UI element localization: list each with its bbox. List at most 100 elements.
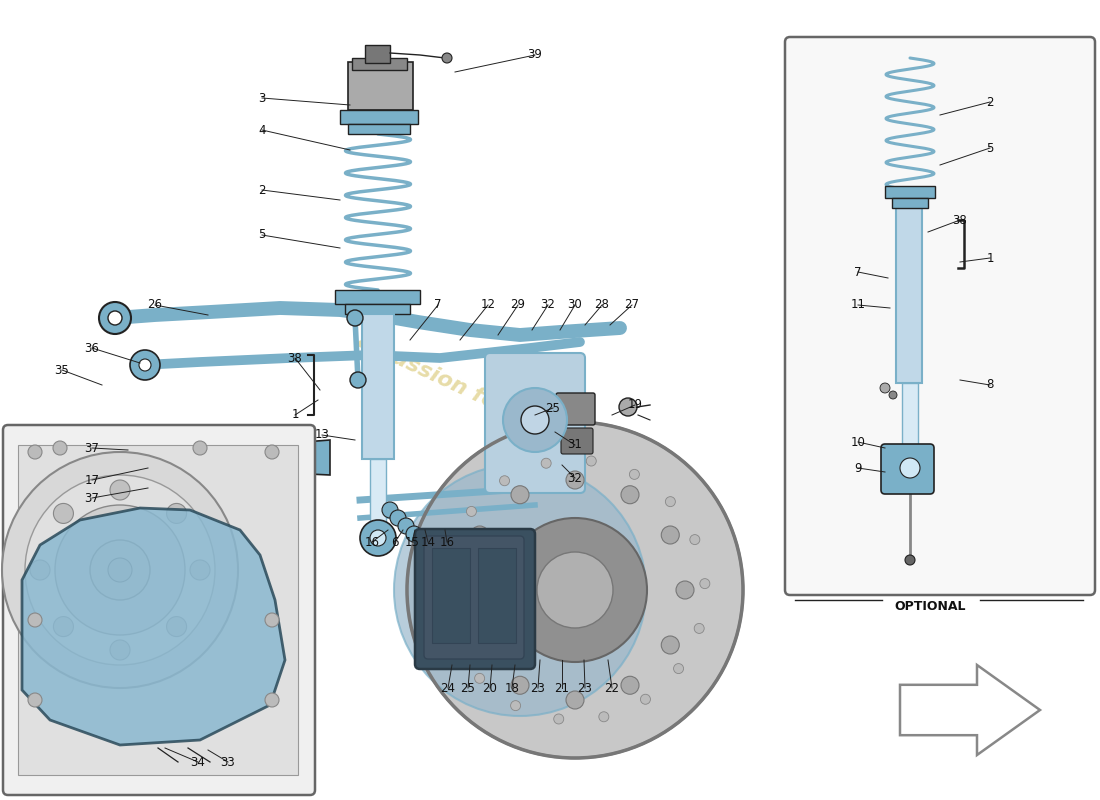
Text: 32: 32 <box>568 471 582 485</box>
FancyBboxPatch shape <box>556 393 595 425</box>
Polygon shape <box>900 665 1040 755</box>
Text: 13: 13 <box>315 429 329 442</box>
Text: 24: 24 <box>440 682 455 694</box>
Circle shape <box>566 691 584 709</box>
Circle shape <box>265 693 279 707</box>
Text: 26: 26 <box>147 298 163 311</box>
Circle shape <box>390 510 406 526</box>
Text: 1: 1 <box>987 251 993 265</box>
Bar <box>365 45 390 63</box>
Bar <box>362 314 394 459</box>
Text: 39: 39 <box>528 49 542 62</box>
FancyBboxPatch shape <box>561 428 593 454</box>
Circle shape <box>566 471 584 489</box>
Text: 25: 25 <box>546 402 560 414</box>
Bar <box>478 548 516 643</box>
Circle shape <box>521 406 549 434</box>
Circle shape <box>110 480 130 500</box>
Circle shape <box>53 441 67 455</box>
Circle shape <box>166 617 187 637</box>
Text: 33: 33 <box>221 755 235 769</box>
Circle shape <box>629 470 639 479</box>
Circle shape <box>503 388 566 452</box>
Circle shape <box>55 505 185 635</box>
Circle shape <box>370 530 386 546</box>
Circle shape <box>25 475 215 665</box>
Circle shape <box>471 636 488 654</box>
Circle shape <box>54 503 74 523</box>
Circle shape <box>130 350 159 380</box>
Circle shape <box>110 640 130 660</box>
Circle shape <box>499 476 509 486</box>
Circle shape <box>166 503 187 523</box>
Circle shape <box>265 445 279 459</box>
Circle shape <box>621 486 639 504</box>
Bar <box>345 304 410 314</box>
Bar <box>432 548 470 643</box>
Bar <box>340 110 418 124</box>
Circle shape <box>190 560 210 580</box>
FancyBboxPatch shape <box>3 425 315 795</box>
Circle shape <box>382 502 398 518</box>
Circle shape <box>553 714 563 724</box>
Text: 9: 9 <box>855 462 861 474</box>
Circle shape <box>661 636 680 654</box>
FancyBboxPatch shape <box>415 529 535 669</box>
Text: 32: 32 <box>540 298 556 311</box>
Circle shape <box>640 694 650 704</box>
Text: 12: 12 <box>481 298 495 311</box>
Text: 37: 37 <box>85 491 99 505</box>
Circle shape <box>28 613 42 627</box>
Circle shape <box>537 552 613 628</box>
Text: 7: 7 <box>855 266 861 278</box>
Circle shape <box>905 555 915 565</box>
Circle shape <box>360 520 396 556</box>
Text: 8: 8 <box>987 378 993 391</box>
Text: 16: 16 <box>364 535 380 549</box>
Text: 20: 20 <box>483 682 497 694</box>
Bar <box>18 445 298 775</box>
Text: 5: 5 <box>258 229 266 242</box>
Circle shape <box>406 526 422 542</box>
Text: 11: 11 <box>850 298 866 311</box>
Text: 15: 15 <box>405 535 419 549</box>
Text: 21: 21 <box>554 682 570 694</box>
Text: 14: 14 <box>420 535 436 549</box>
Circle shape <box>512 486 529 504</box>
Text: 22: 22 <box>605 682 619 694</box>
Text: 35: 35 <box>55 363 69 377</box>
Circle shape <box>694 623 704 634</box>
Text: 16: 16 <box>440 535 454 549</box>
Text: OPTIONAL: OPTIONAL <box>894 600 966 613</box>
Text: 2: 2 <box>258 183 266 197</box>
Circle shape <box>456 581 474 599</box>
Bar <box>896 208 922 383</box>
Text: 7: 7 <box>434 298 442 311</box>
Text: 10: 10 <box>850 435 866 449</box>
Polygon shape <box>108 442 165 480</box>
Text: 6: 6 <box>392 535 398 549</box>
Polygon shape <box>265 440 330 475</box>
Polygon shape <box>22 508 285 745</box>
Bar <box>902 383 918 453</box>
Text: 29: 29 <box>510 298 526 311</box>
Text: 36: 36 <box>85 342 99 354</box>
Circle shape <box>880 383 890 393</box>
Circle shape <box>586 456 596 466</box>
Circle shape <box>30 560 50 580</box>
Text: 23: 23 <box>530 682 546 694</box>
Text: 27: 27 <box>625 298 639 311</box>
Circle shape <box>621 676 639 694</box>
Circle shape <box>99 302 131 334</box>
Text: 37: 37 <box>85 442 99 454</box>
FancyBboxPatch shape <box>785 37 1094 595</box>
FancyBboxPatch shape <box>881 444 934 494</box>
Circle shape <box>108 558 132 582</box>
Text: a passion for parts since 1985: a passion for parts since 1985 <box>354 331 706 509</box>
Circle shape <box>619 398 637 416</box>
Text: 17: 17 <box>85 474 99 486</box>
Circle shape <box>446 546 455 557</box>
Circle shape <box>265 613 279 627</box>
Circle shape <box>661 526 680 544</box>
Text: 2: 2 <box>987 95 993 109</box>
